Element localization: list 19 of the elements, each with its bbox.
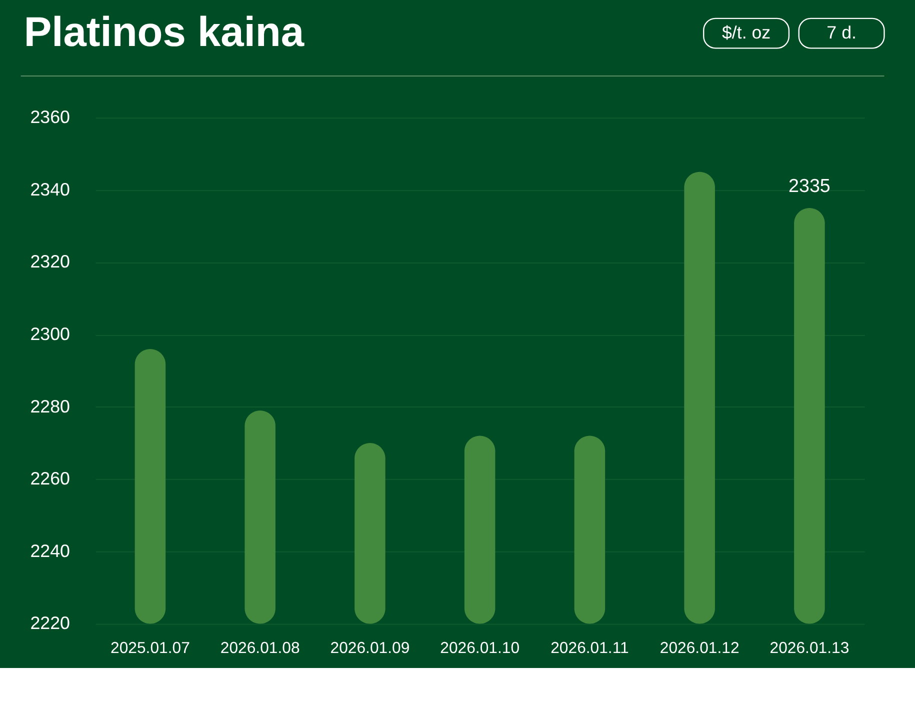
y-tick-label: 2300 <box>30 324 70 344</box>
y-tick-label: 2240 <box>30 540 70 561</box>
y-tick-label: 2260 <box>30 468 70 489</box>
y-tick-label: 2360 <box>30 107 70 128</box>
x-tick-label: 2026.01.11 <box>550 640 629 658</box>
x-tick-label: 2026.01.12 <box>660 640 740 658</box>
x-tick-label: 2025.01.07 <box>110 640 190 658</box>
y-tick-label: 2320 <box>30 252 70 272</box>
x-tick-label: 2026.01.10 <box>440 640 520 658</box>
text: 7 d. <box>826 22 856 42</box>
x-tick-label: 2026.01.13 <box>770 640 850 658</box>
x-tick-label: 2026.01.08 <box>220 640 300 658</box>
y-tick-label: 2280 <box>30 396 70 416</box>
y-tick-label: 2220 <box>30 613 70 634</box>
data-label: 2335 <box>788 175 830 196</box>
y-tick-label: 2340 <box>30 179 70 200</box>
x-tick-label: 2026.01.09 <box>330 640 410 658</box>
chart-title: Platinos kaina <box>24 8 305 56</box>
text: $/t. oz <box>722 22 771 42</box>
